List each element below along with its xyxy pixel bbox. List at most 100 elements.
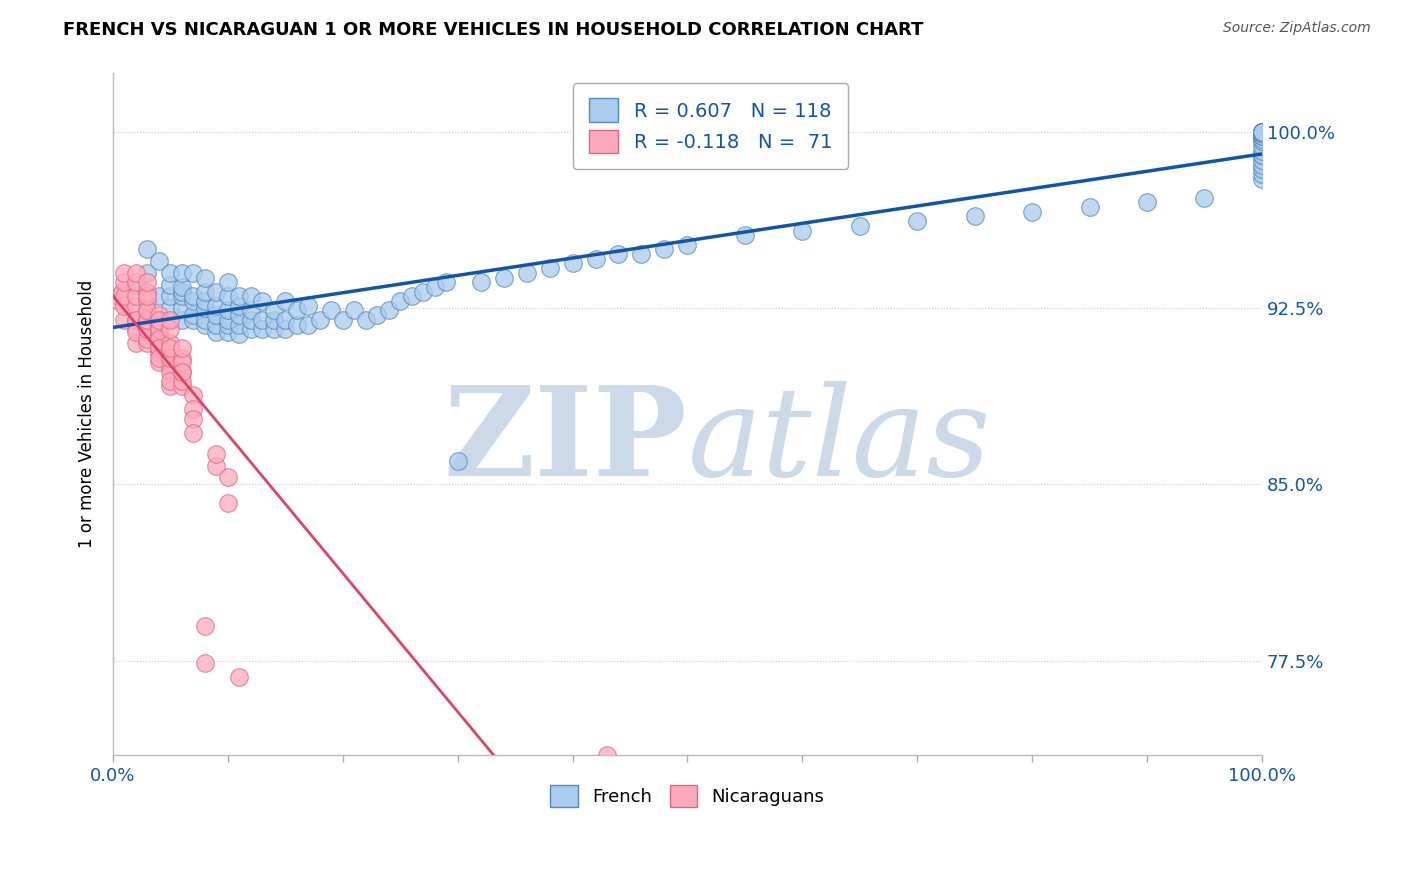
Point	[170, 355, 193, 369]
Point	[148, 322, 170, 336]
Point	[1251, 125, 1274, 139]
Point	[434, 275, 457, 289]
Point	[148, 318, 170, 332]
Point	[285, 318, 308, 332]
Point	[159, 336, 181, 351]
Point	[538, 261, 561, 276]
Point	[1251, 153, 1274, 167]
Point	[239, 289, 262, 303]
Point	[112, 313, 135, 327]
Point	[136, 289, 159, 303]
Point	[194, 294, 217, 309]
Point	[263, 322, 285, 336]
Point	[217, 496, 239, 510]
Text: ZIP: ZIP	[444, 381, 688, 501]
Point	[1251, 125, 1274, 139]
Point	[136, 275, 159, 289]
Point	[274, 313, 297, 327]
Point	[1136, 195, 1159, 210]
Point	[332, 313, 354, 327]
Point	[112, 266, 135, 280]
Point	[159, 277, 181, 292]
Point	[205, 318, 228, 332]
Point	[205, 458, 228, 473]
Text: Source: ZipAtlas.com: Source: ZipAtlas.com	[1223, 21, 1371, 36]
Point	[125, 299, 148, 313]
Point	[107, 289, 129, 303]
Point	[148, 308, 170, 322]
Point	[194, 313, 217, 327]
Point	[159, 359, 181, 374]
Point	[1251, 125, 1274, 139]
Point	[1251, 125, 1274, 139]
Point	[194, 285, 217, 299]
Point	[170, 289, 193, 303]
Point	[148, 254, 170, 268]
Point	[1251, 171, 1274, 186]
Point	[136, 336, 159, 351]
Point	[239, 313, 262, 327]
Point	[1251, 148, 1274, 162]
Point	[183, 313, 205, 327]
Point	[183, 388, 205, 402]
Point	[1251, 158, 1274, 172]
Point	[343, 303, 366, 318]
Point	[1251, 125, 1274, 139]
Point	[446, 454, 468, 468]
Point	[183, 308, 205, 322]
Point	[194, 618, 217, 632]
Point	[1021, 204, 1043, 219]
Point	[125, 325, 148, 339]
Point	[470, 275, 492, 289]
Point	[377, 303, 399, 318]
Point	[148, 313, 170, 327]
Point	[1251, 125, 1274, 139]
Point	[159, 378, 181, 392]
Point	[125, 275, 148, 289]
Point	[676, 237, 699, 252]
Point	[159, 322, 181, 336]
Point	[217, 275, 239, 289]
Point	[252, 322, 274, 336]
Point	[1194, 191, 1216, 205]
Point	[285, 303, 308, 318]
Point	[217, 303, 239, 318]
Point	[228, 318, 250, 332]
Point	[136, 303, 159, 318]
Point	[1251, 127, 1274, 141]
Point	[112, 275, 135, 289]
Point	[159, 301, 181, 315]
Point	[125, 336, 148, 351]
Point	[112, 299, 135, 313]
Point	[111, 285, 134, 299]
Point	[905, 214, 928, 228]
Point	[205, 447, 228, 461]
Point	[274, 294, 297, 309]
Point	[148, 336, 170, 351]
Point	[148, 346, 170, 360]
Point	[1251, 134, 1274, 148]
Point	[194, 270, 217, 285]
Point	[1251, 125, 1274, 139]
Point	[228, 326, 250, 341]
Point	[252, 294, 274, 309]
Y-axis label: 1 or more Vehicles in Household: 1 or more Vehicles in Household	[79, 280, 96, 548]
Point	[170, 365, 193, 379]
Point	[107, 294, 129, 309]
Point	[734, 228, 756, 243]
Text: FRENCH VS NICARAGUAN 1 OR MORE VEHICLES IN HOUSEHOLD CORRELATION CHART: FRENCH VS NICARAGUAN 1 OR MORE VEHICLES …	[63, 21, 924, 39]
Text: atlas: atlas	[688, 380, 991, 502]
Point	[136, 294, 159, 309]
Point	[125, 313, 148, 327]
Point	[170, 374, 193, 388]
Point	[561, 256, 583, 270]
Point	[239, 322, 262, 336]
Point	[1251, 125, 1274, 139]
Point	[194, 301, 217, 315]
Point	[148, 326, 170, 341]
Point	[159, 313, 181, 327]
Point	[125, 289, 148, 303]
Point	[492, 270, 515, 285]
Point	[148, 341, 170, 355]
Point	[792, 223, 814, 237]
